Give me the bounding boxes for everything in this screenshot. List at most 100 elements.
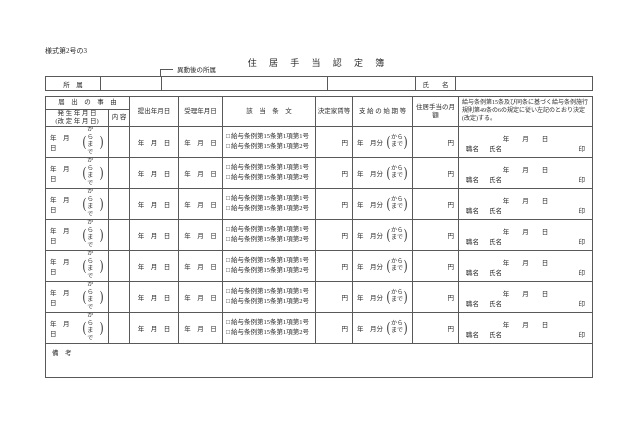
bracket-close-icon: ) [403, 288, 408, 305]
kara-made-bracket: ( から まで ) [82, 283, 104, 312]
kettei-sign-cell: 年 月 日 職名 氏名 印 [458, 219, 593, 252]
checkbox-icon[interactable]: □ [226, 298, 230, 306]
col-header-gaitou-joubun: 該 当 条 文 [222, 95, 316, 128]
teishutsu-date-cell: 年 月 日 [129, 126, 179, 159]
bracket-open-icon: ( [82, 226, 87, 243]
kettei-yachin-cell: 円 [315, 219, 353, 252]
checkbox-icon[interactable]: □ [226, 195, 230, 203]
made-label: まで [390, 328, 403, 335]
shokumei-label: 職名 [466, 269, 479, 277]
shozoku-extra-field [327, 76, 416, 91]
naiyou-field [108, 281, 130, 314]
kettei-yachin-cell: 円 [315, 157, 353, 190]
teate-getsugaku-cell: 円 [412, 312, 459, 345]
joubun-option-2: □ 給与条例第15条第1項第2号 [226, 266, 312, 276]
teate-getsugaku-cell: 円 [412, 281, 459, 314]
checkbox-icon[interactable]: □ [226, 205, 230, 213]
kara-label: から [390, 289, 403, 296]
kara-made-bracket: ( から まで ) [82, 158, 104, 188]
kara-label: から [390, 258, 403, 265]
checkbox-icon[interactable]: □ [226, 174, 230, 182]
hassei-date-label: 年 月 日 [50, 197, 76, 215]
kara-label: から [87, 189, 94, 203]
bracket-open-icon: ( [82, 133, 87, 150]
kettei-date-label: 年 月 日 [502, 228, 549, 236]
bracket-close-icon: ) [403, 133, 408, 150]
made-label: まで [390, 142, 403, 149]
bracket-open-icon: ( [82, 257, 87, 274]
naiyou-field [108, 250, 130, 283]
joubun-option-1: □ 給与条例第15条第1項第1号 [226, 163, 312, 173]
shimei-label: 氏名 [489, 300, 502, 308]
kara-label: から [390, 165, 403, 172]
juri-date-cell: 年 月 日 [178, 312, 223, 345]
shokumei-label: 職名 [466, 176, 479, 184]
teishutsu-date-cell: 年 月 日 [129, 312, 179, 345]
checkbox-icon[interactable]: □ [226, 329, 230, 337]
made-label: まで [390, 235, 403, 242]
kara-label: から [87, 127, 94, 141]
bracket-close-icon: ) [99, 133, 104, 150]
hassei-date-cell: 年 月 日 ( から まで ) [45, 126, 109, 159]
bracket-close-icon: ) [99, 288, 104, 305]
hassei-date-label: 年 月 日 [50, 259, 76, 277]
col-header-todokede-jiyuu: 届 出 の 事 由 [45, 96, 130, 110]
bracket-close-icon: ) [99, 257, 104, 274]
checkbox-icon[interactable]: □ [226, 133, 230, 141]
checkbox-icon[interactable]: □ [226, 226, 230, 234]
joubun-option-1-label: 給与条例第15条第1項第1号 [230, 257, 309, 265]
shikyuu-shiki-cell: 年 月分 ( から まで ) [352, 188, 413, 221]
bracket-close-icon: ) [99, 164, 104, 181]
bracket-open-icon: ( [386, 195, 391, 212]
kara-made-bracket: ( から まで ) [82, 127, 104, 157]
checkbox-icon[interactable]: □ [226, 143, 230, 151]
joubun-option-1: □ 給与条例第15条第1項第1号 [226, 225, 312, 235]
kara-label: から [87, 158, 94, 172]
hassei-date-label: 年 月 日 [50, 321, 76, 339]
checkbox-icon[interactable]: □ [226, 319, 230, 327]
shimei-value-field [455, 76, 593, 91]
hassei-date-cell: 年 月 日 ( から まで ) [45, 250, 109, 283]
joubun-option-2-label: 給与条例第15条第1項第2号 [230, 298, 309, 306]
kara-made-bracket: ( から まで ) [82, 189, 104, 219]
hassei-date-cell: 年 月 日 ( から まで ) [45, 219, 109, 252]
gaitou-joubun-cell: □ 給与条例第15条第1項第1号 □ 給与条例第15条第1項第2号 [222, 188, 316, 221]
header-row-1: 届 出 の 事 由 提出年月日 受理年月日 該 当 条 文 決定家賃等 支 給 … [45, 95, 593, 128]
col-header-hassei-date: 発 生 年 月 日 (改 定 年 月 日) [45, 108, 109, 128]
seal-mark: 印 [578, 207, 586, 215]
kettei-sign-cell: 年 月 日 職名 氏名 印 [458, 188, 593, 221]
kara-label: から [390, 134, 403, 141]
juri-date-cell: 年 月 日 [178, 281, 223, 314]
naiyou-field [108, 312, 130, 345]
gaitou-joubun-cell: □ 給与条例第15条第1項第1号 □ 給与条例第15条第1項第2号 [222, 157, 316, 190]
shikyuu-date-label: 年 月分 [357, 295, 383, 303]
kara-made-bracket: ( から まで ) [82, 221, 104, 250]
kettei-yachin-cell: 円 [315, 312, 353, 345]
checkbox-icon[interactable]: □ [226, 288, 230, 296]
shikyuu-date-label: 年 月分 [357, 202, 383, 210]
shimei-label: 氏 名 [415, 76, 456, 91]
made-label: まで [87, 142, 94, 156]
kettei-date-label: 年 月 日 [502, 197, 549, 205]
naiyou-field [108, 188, 130, 221]
checkbox-icon[interactable]: □ [226, 236, 230, 244]
checkbox-icon[interactable]: □ [226, 267, 230, 275]
checkbox-icon[interactable]: □ [226, 257, 230, 265]
made-label: まで [87, 204, 94, 218]
checkbox-icon[interactable]: □ [226, 164, 230, 172]
kara-label: から [390, 196, 403, 203]
hassei-date-label: 年 月 日 [50, 135, 76, 153]
shikyuu-shiki-cell: 年 月分 ( から まで ) [352, 250, 413, 283]
shimei-label: 氏名 [489, 176, 502, 184]
col-header-teate-getsugaku: 住居手当の月額 [412, 95, 459, 128]
shimei-label: 氏名 [489, 331, 502, 339]
hassei-date-cell: 年 月 日 ( から まで ) [45, 188, 109, 221]
naiyou-field [108, 126, 130, 159]
made-label: まで [390, 204, 403, 211]
joubun-option-1: □ 給与条例第15条第1項第1号 [226, 194, 312, 204]
joubun-option-2: □ 給与条例第15条第1項第2号 [226, 235, 312, 245]
shikyuu-shiki-cell: 年 月分 ( から まで ) [352, 157, 413, 190]
shikyuu-date-label: 年 月分 [357, 264, 383, 272]
teate-getsugaku-cell: 円 [412, 250, 459, 283]
